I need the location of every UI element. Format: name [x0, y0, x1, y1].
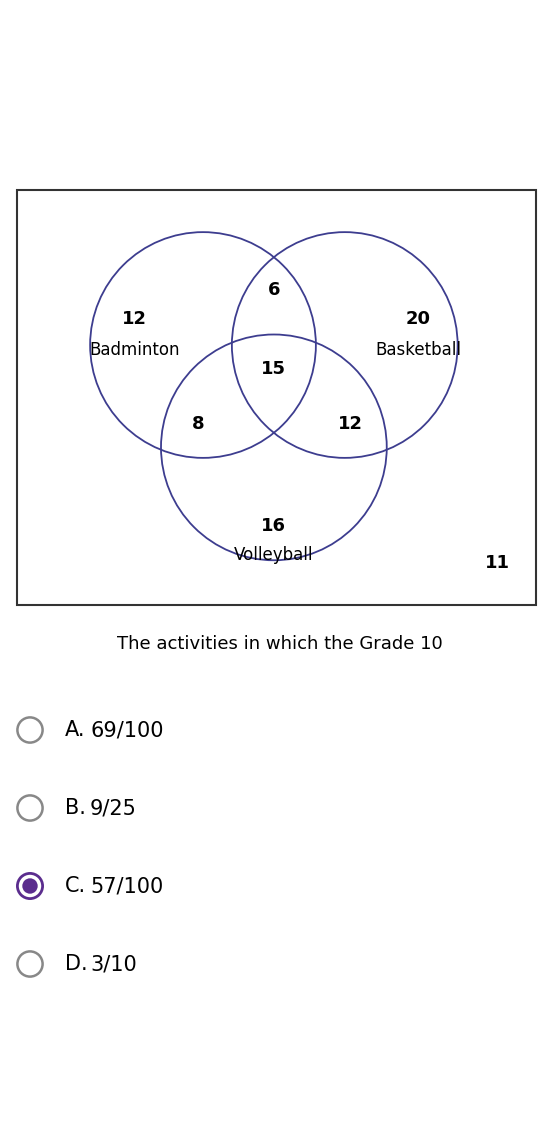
- Text: The activities in which the Grade 10: The activities in which the Grade 10: [117, 635, 442, 653]
- Text: 9/25: 9/25: [90, 798, 137, 818]
- Text: 3/10: 3/10: [90, 954, 137, 974]
- Text: 16: 16: [262, 517, 286, 535]
- Text: C.: C.: [65, 875, 86, 896]
- Circle shape: [22, 879, 37, 894]
- Text: 15: 15: [262, 359, 286, 378]
- Text: 20: 20: [406, 310, 431, 328]
- Text: D.: D.: [65, 954, 88, 974]
- Text: B.: B.: [65, 798, 86, 818]
- Text: 6: 6: [268, 281, 280, 299]
- Text: A.: A.: [65, 720, 86, 741]
- Text: Volleyball: Volleyball: [234, 545, 314, 564]
- Text: 12: 12: [122, 310, 147, 328]
- Text: Badminton: Badminton: [89, 341, 180, 359]
- Text: 8: 8: [191, 415, 204, 433]
- Text: 12: 12: [338, 415, 362, 433]
- Text: 57/100: 57/100: [90, 875, 163, 896]
- Text: Basketball: Basketball: [375, 341, 461, 359]
- Text: 69/100: 69/100: [90, 720, 163, 741]
- Text: 11: 11: [485, 553, 509, 572]
